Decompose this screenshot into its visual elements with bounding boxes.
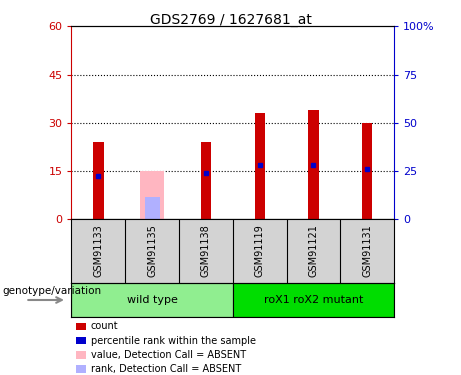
Bar [145,197,160,219]
Text: GSM91119: GSM91119 [254,225,265,277]
Text: roX1 roX2 mutant: roX1 roX2 mutant [264,295,363,305]
Text: GSM91135: GSM91135 [147,225,157,278]
Text: GSM91133: GSM91133 [93,225,103,277]
Text: value, Detection Call = ABSENT: value, Detection Call = ABSENT [91,350,246,360]
Bar [254,113,265,219]
Text: percentile rank within the sample: percentile rank within the sample [91,336,256,345]
Bar [233,283,394,317]
Text: genotype/variation: genotype/variation [2,286,101,296]
Text: GDS2769 / 1627681_at: GDS2769 / 1627681_at [149,13,312,27]
Bar [362,123,372,219]
Text: GSM91121: GSM91121 [308,225,319,278]
Bar [93,142,104,219]
Bar [71,283,233,317]
Bar [201,142,211,219]
Text: count: count [91,321,118,331]
Text: wild type: wild type [127,295,177,305]
Bar [308,110,319,219]
Text: GSM91138: GSM91138 [201,225,211,277]
Text: rank, Detection Call = ABSENT: rank, Detection Call = ABSENT [91,364,241,374]
Bar [140,171,165,219]
Text: GSM91131: GSM91131 [362,225,372,277]
